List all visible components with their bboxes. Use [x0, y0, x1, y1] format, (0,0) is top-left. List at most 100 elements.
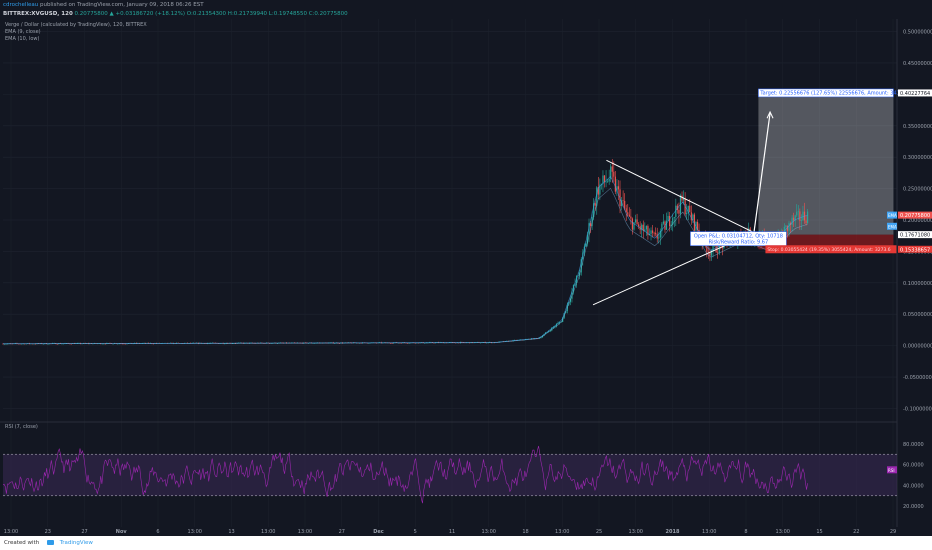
publish-text: published on TradingView.com, January 09… [39, 2, 204, 8]
candle-body [614, 176, 616, 192]
candle-body [710, 251, 713, 256]
candle-body [805, 220, 807, 224]
candle-body [620, 200, 623, 207]
breakout-arrow-line[interactable] [753, 113, 771, 233]
footer-bar: Created with TradingView [0, 536, 932, 550]
candle-body [602, 175, 604, 184]
publish-info: cdrochelleau published on TradingView.co… [0, 0, 932, 10]
candle-body [234, 343, 237, 344]
target-label-box [758, 88, 894, 98]
candle-body [807, 211, 809, 224]
triangle-upper-line[interactable] [606, 159, 755, 234]
candle-body [712, 244, 714, 252]
candle-body [624, 200, 626, 209]
candle-body [540, 337, 542, 339]
entry-price-label: 0.17671080 [900, 233, 930, 239]
candle-body [661, 223, 663, 231]
price-tick-label: 0.45000000 [903, 61, 932, 67]
rsi-tick-label: 40.0000 [903, 483, 924, 489]
pnl-line2-text: Risk/Reward Ratio: 9.67 [709, 240, 769, 246]
candle-body [47, 344, 49, 345]
time-tick-label: Dec [373, 529, 384, 535]
time-tick-label: 25 [596, 529, 602, 535]
candle-body [631, 218, 634, 230]
candle-body [659, 230, 661, 238]
candle-body [312, 343, 314, 344]
candle-body [633, 222, 635, 230]
candle-body [558, 322, 561, 323]
time-tick-label: 22 [853, 529, 859, 535]
candle-body [224, 343, 226, 345]
candle-body [117, 343, 119, 345]
author-link[interactable]: cdrochelleau [3, 2, 39, 8]
target-price-label-bg [898, 89, 932, 97]
symbol-name[interactable]: BITTREX:XVGUSD, 120 [3, 11, 73, 17]
candle-body [269, 343, 271, 344]
candle-body [718, 241, 720, 253]
rsi-tick-label: 80.0000 [903, 442, 924, 448]
time-tick-label: 13:00 [188, 529, 202, 535]
candle-body [715, 244, 717, 253]
target-label-text: Target: 0.22556676 (127.65%) 22556676, A… [759, 91, 907, 97]
candle-body [638, 224, 640, 227]
candle-body [641, 224, 643, 230]
candle-body [800, 220, 802, 221]
stop-label-box [765, 245, 897, 254]
time-tick-label: 5 [414, 529, 417, 535]
candle-body [682, 198, 685, 201]
candle-body [665, 220, 668, 230]
candle-body [707, 251, 709, 253]
pnl-label-box [690, 231, 787, 246]
stop-label-text: Stop: 0.03055424 (19.35%) 3055424, Amoun… [767, 247, 890, 253]
time-tick-label: 13:00 [4, 529, 18, 535]
time-tick-label: 29 [890, 529, 896, 535]
price-tick-label: 0.00000000 [903, 344, 932, 350]
candle-body [407, 343, 409, 344]
candle-body [124, 343, 127, 345]
candle-body [647, 226, 649, 235]
candle-body [605, 181, 607, 183]
candle-body [276, 343, 279, 344]
candle-body [585, 243, 587, 247]
candle-body [785, 225, 787, 227]
candle-body [797, 211, 799, 213]
target-zone [758, 92, 894, 235]
candle-body [554, 326, 556, 328]
time-tick-label: 6 [156, 529, 159, 535]
candle-body [101, 343, 103, 345]
tradingview-brand[interactable]: TradingView [59, 540, 93, 546]
rsi-line [2, 445, 808, 504]
time-tick-label: Nov [116, 529, 128, 535]
candle-body [651, 230, 654, 233]
price-tick-label: 0.10000000 [903, 281, 932, 287]
candle-body [231, 343, 234, 344]
rsi-legend: RSI (7, close) [5, 424, 38, 430]
candle-body [690, 212, 692, 221]
candle-body [675, 205, 677, 217]
ema2-legend: EMA (10, low) [5, 36, 40, 42]
entry-price-label-bg [898, 231, 932, 239]
chart-canvas[interactable]: 0.500000000.450000000.400000000.35000000… [0, 19, 932, 536]
candle-body [672, 217, 674, 225]
candle-body [687, 205, 689, 214]
candle-body [717, 252, 719, 253]
candle-body [696, 221, 699, 231]
candle-body [786, 225, 789, 231]
candle-body [607, 181, 609, 183]
rsi-tag-label: RSI [888, 468, 895, 473]
candle-body [627, 212, 629, 215]
candle-body [692, 214, 694, 221]
candle-body [152, 343, 154, 345]
candle-body [126, 343, 128, 345]
candle-body [793, 217, 795, 221]
candle-body [569, 298, 572, 303]
candle-body [610, 166, 612, 179]
price-tick-label: -0.05000000 [903, 375, 932, 381]
candle-body [334, 343, 336, 344]
candle-body [678, 210, 680, 214]
rsi-tick-label: 60.0000 [903, 463, 924, 469]
price-tick-label: 0.50000000 [903, 30, 932, 36]
main-legend: Verge / Dollar (calculated by TradingVie… [5, 22, 147, 28]
candle-body [634, 219, 637, 223]
time-tick-label: 2018 [666, 529, 680, 535]
